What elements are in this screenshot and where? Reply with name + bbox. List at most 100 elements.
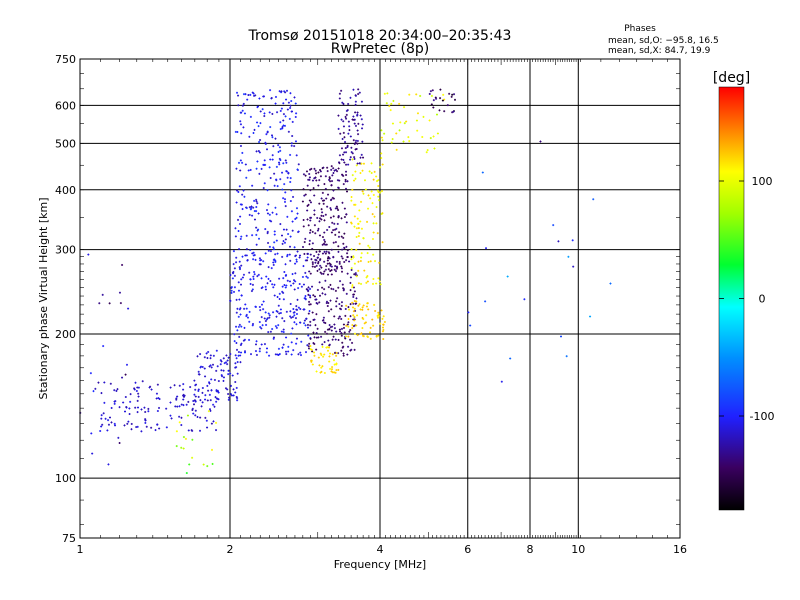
data-point bbox=[246, 259, 249, 262]
data-point bbox=[345, 304, 348, 307]
data-point bbox=[301, 200, 304, 203]
data-point bbox=[272, 261, 275, 264]
data-point bbox=[320, 214, 323, 217]
data-point bbox=[270, 267, 273, 270]
data-point bbox=[348, 330, 351, 333]
data-point bbox=[251, 283, 254, 286]
data-point bbox=[260, 277, 263, 280]
data-point bbox=[333, 169, 336, 172]
data-point bbox=[323, 240, 326, 243]
data-point bbox=[284, 159, 287, 162]
data-point bbox=[310, 167, 313, 170]
data-point bbox=[342, 236, 345, 239]
data-point bbox=[284, 91, 287, 94]
data-point bbox=[149, 385, 152, 388]
data-point bbox=[432, 99, 435, 102]
data-point bbox=[306, 326, 309, 329]
data-point bbox=[277, 304, 280, 307]
data-point bbox=[324, 175, 327, 178]
data-point bbox=[267, 312, 270, 315]
data-point bbox=[182, 395, 185, 398]
data-point bbox=[359, 172, 362, 175]
data-point bbox=[249, 93, 252, 96]
data-point bbox=[299, 351, 302, 354]
data-point bbox=[307, 203, 310, 206]
data-point bbox=[194, 384, 197, 387]
data-point bbox=[298, 282, 301, 285]
data-point bbox=[276, 310, 279, 313]
data-point bbox=[249, 168, 252, 171]
data-point bbox=[334, 371, 337, 374]
data-point bbox=[325, 197, 328, 200]
data-point bbox=[307, 224, 310, 227]
data-point bbox=[313, 213, 316, 216]
data-point bbox=[267, 203, 270, 206]
data-point bbox=[399, 121, 402, 124]
x-tick-label: 8 bbox=[527, 543, 534, 556]
data-point bbox=[284, 350, 287, 353]
data-point bbox=[289, 245, 292, 248]
data-point bbox=[343, 161, 346, 164]
data-point bbox=[191, 407, 194, 410]
data-point bbox=[237, 351, 240, 354]
data-point bbox=[226, 359, 229, 362]
data-point bbox=[268, 316, 271, 319]
data-point bbox=[567, 255, 570, 258]
data-point bbox=[279, 128, 282, 131]
data-point bbox=[297, 230, 300, 233]
data-point bbox=[320, 370, 323, 373]
data-point bbox=[256, 275, 259, 278]
data-point bbox=[351, 188, 354, 191]
data-point bbox=[306, 276, 309, 279]
data-point bbox=[294, 254, 297, 257]
data-point bbox=[326, 262, 329, 265]
data-point bbox=[289, 153, 292, 156]
data-point bbox=[366, 302, 369, 305]
data-point bbox=[380, 152, 383, 155]
data-point bbox=[318, 220, 321, 223]
data-point bbox=[290, 210, 293, 213]
data-point bbox=[282, 331, 285, 334]
data-point bbox=[308, 294, 311, 297]
data-point bbox=[281, 290, 284, 293]
data-point bbox=[313, 255, 316, 258]
colorbar-tick-label: 100 bbox=[752, 175, 773, 188]
data-point bbox=[344, 314, 347, 317]
data-point bbox=[341, 283, 344, 286]
data-point bbox=[289, 310, 292, 313]
data-point bbox=[249, 249, 252, 252]
data-point bbox=[237, 281, 240, 284]
data-point bbox=[303, 241, 306, 244]
data-point bbox=[369, 331, 372, 334]
data-point bbox=[323, 199, 326, 202]
data-point bbox=[330, 165, 333, 168]
data-point bbox=[257, 228, 260, 231]
data-point bbox=[327, 349, 330, 352]
data-point bbox=[274, 206, 277, 209]
data-point bbox=[357, 227, 360, 230]
data-point bbox=[379, 283, 382, 286]
data-point bbox=[346, 144, 349, 147]
data-point bbox=[333, 222, 336, 225]
data-point bbox=[299, 354, 302, 357]
data-point bbox=[313, 209, 316, 212]
data-point bbox=[258, 305, 261, 308]
data-point bbox=[589, 315, 592, 318]
data-point bbox=[227, 356, 230, 359]
data-point bbox=[340, 217, 343, 220]
data-point bbox=[188, 463, 191, 466]
data-point bbox=[184, 437, 187, 440]
data-point bbox=[303, 194, 306, 197]
data-point bbox=[294, 262, 297, 265]
data-point bbox=[315, 179, 318, 182]
data-point bbox=[340, 332, 343, 335]
data-point bbox=[118, 442, 121, 445]
data-point bbox=[240, 283, 243, 286]
data-point bbox=[289, 284, 292, 287]
data-point bbox=[290, 100, 293, 103]
data-point bbox=[324, 279, 327, 282]
data-point bbox=[182, 404, 185, 407]
data-point bbox=[319, 264, 322, 267]
data-point bbox=[416, 112, 419, 115]
data-point bbox=[408, 93, 411, 96]
